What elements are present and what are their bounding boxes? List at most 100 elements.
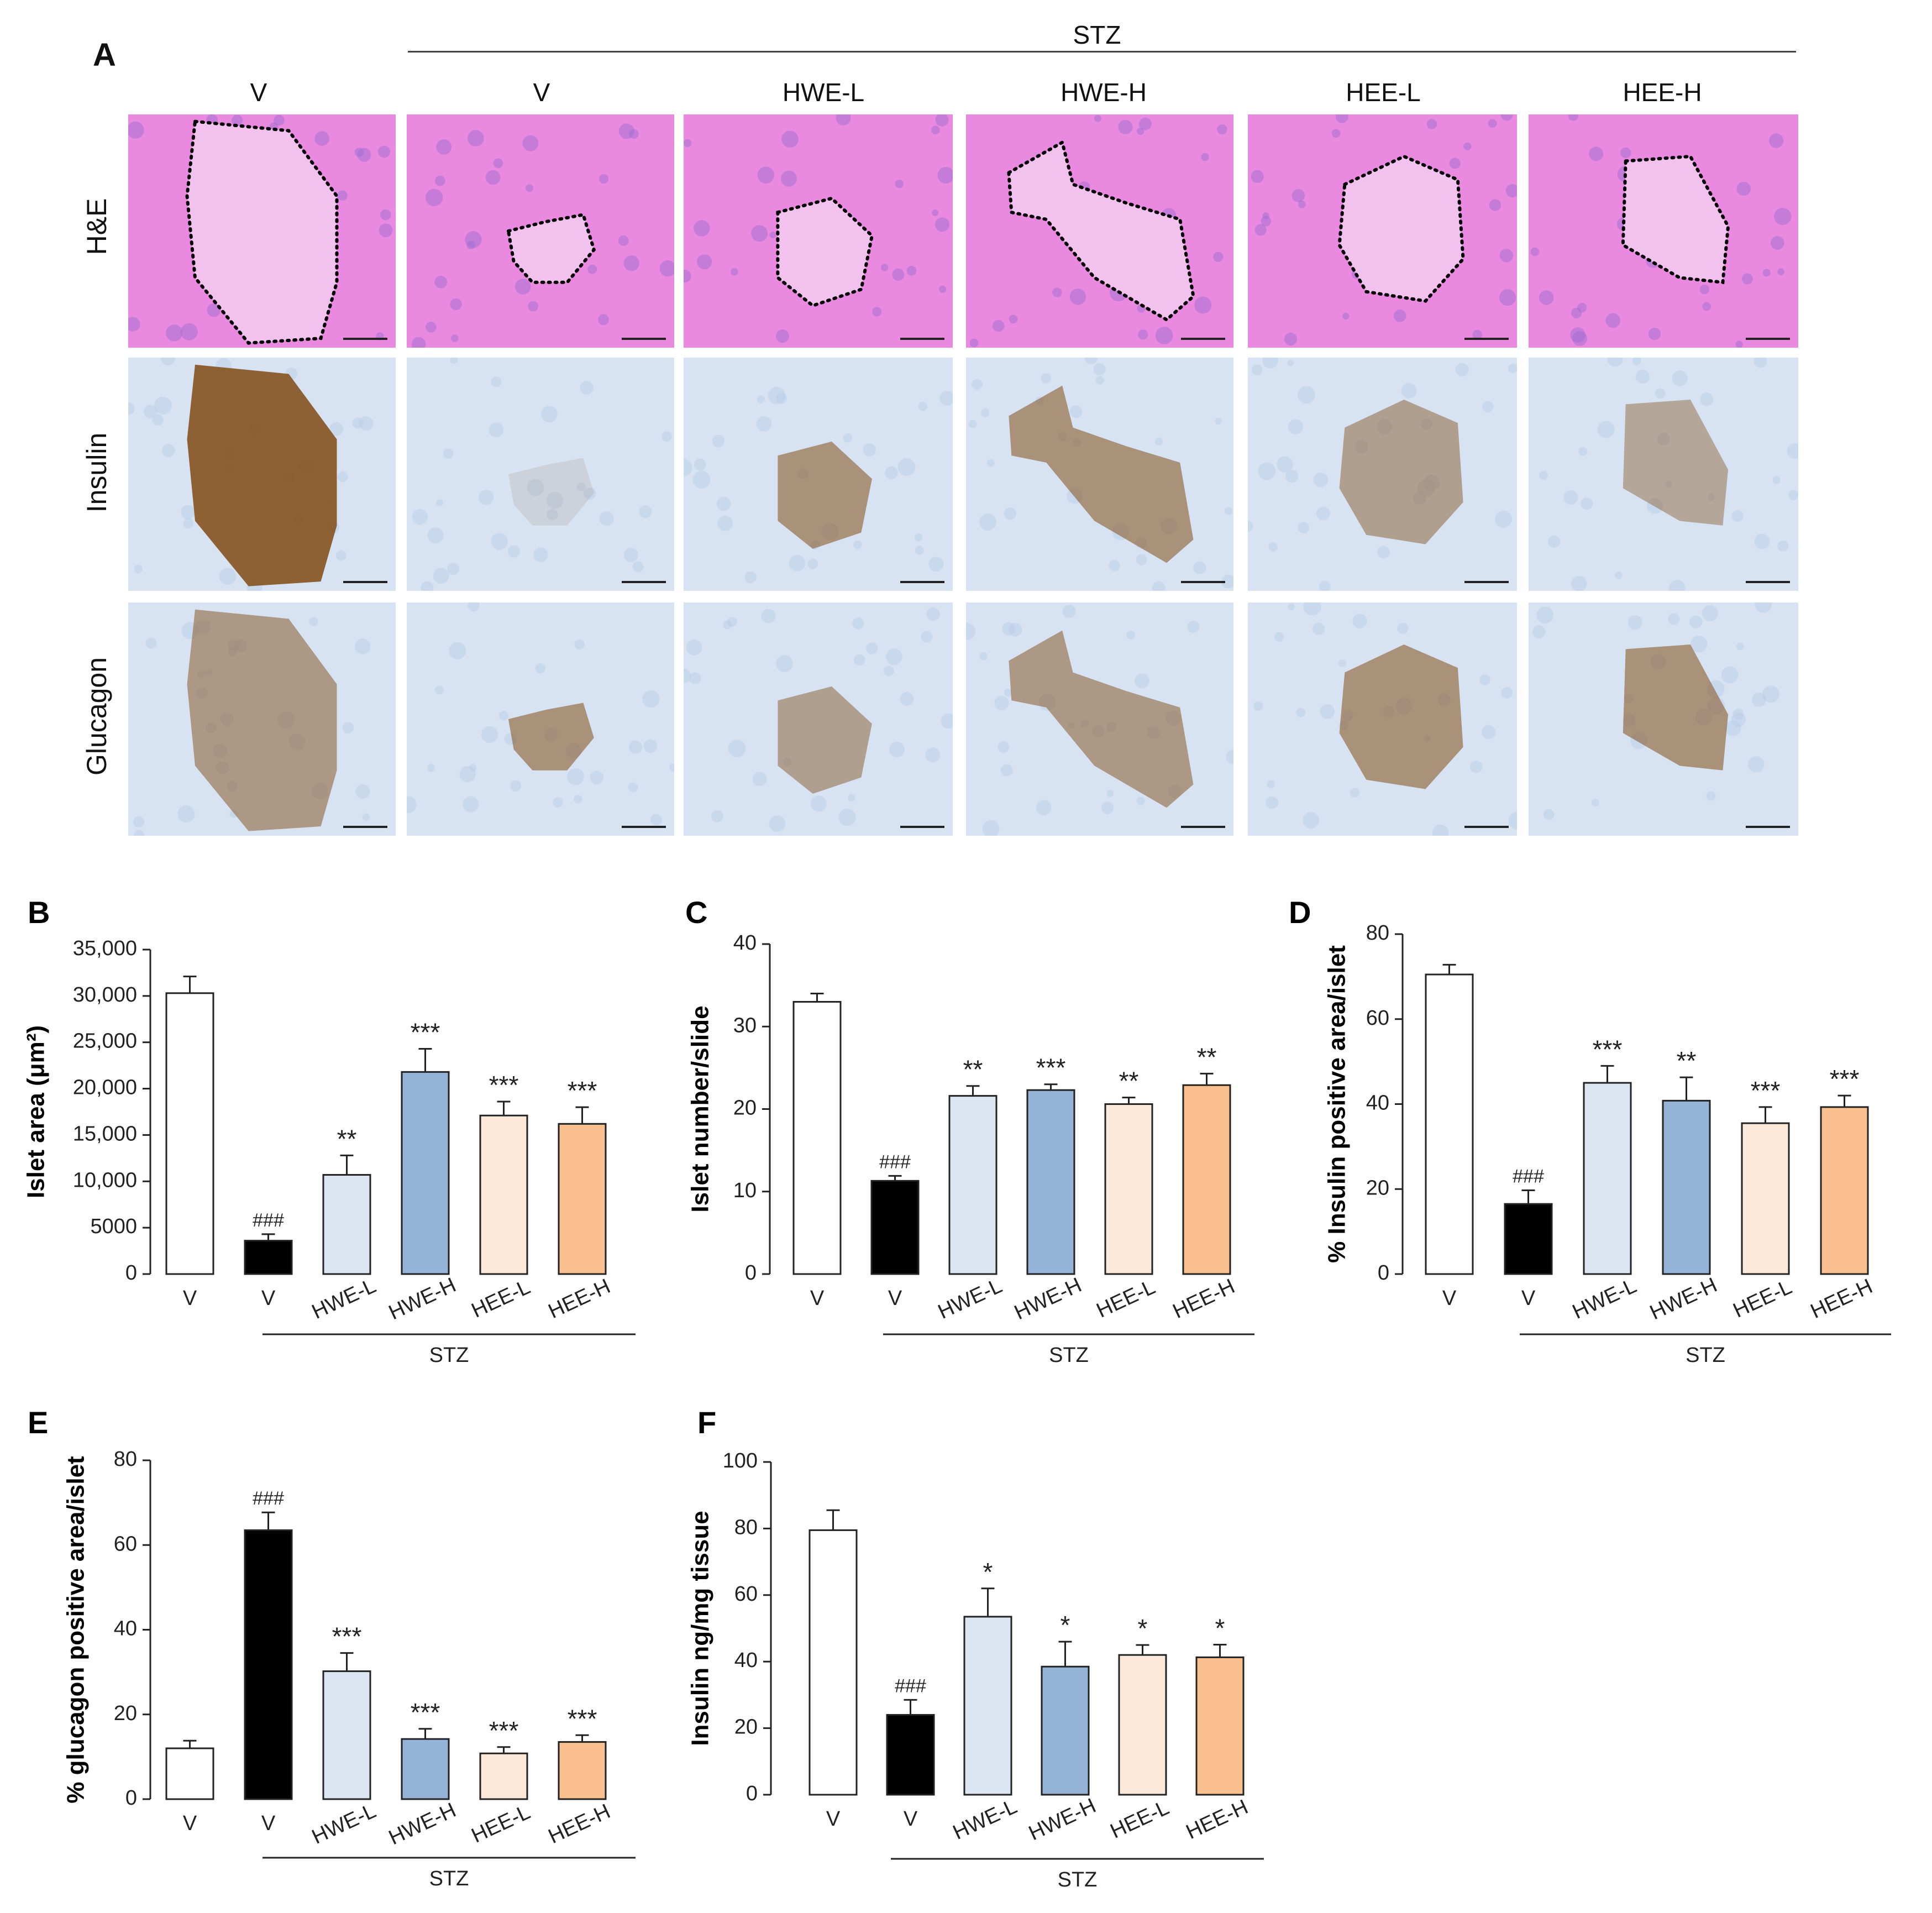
chart-f-bar-v-normal — [809, 1529, 858, 1796]
micrograph-he-hwe-l — [684, 114, 953, 348]
chart-d-bar-hwe-h-stz — [1662, 1099, 1711, 1275]
chart-b-bar-hwe-h-stz — [401, 1071, 450, 1275]
chart-d-significance-label: ### — [1513, 1166, 1544, 1187]
chart-c-bar-hee-h-stz — [1182, 1084, 1231, 1275]
chart-e-significance-label: *** — [411, 1698, 440, 1727]
chart-b-bar-hwe-l-stz — [322, 1174, 371, 1275]
chart-d-significance-label: *** — [1751, 1076, 1781, 1105]
chart-f-panel-letter: F — [697, 1405, 716, 1440]
chart-e-significance-label: ### — [253, 1488, 284, 1509]
chart-d-y-tick-label: 0 — [1378, 1261, 1389, 1285]
chart-e-significance-label: *** — [568, 1704, 597, 1733]
column-label-v-normal: V — [250, 78, 267, 107]
chart-f-significance-label: * — [1060, 1611, 1070, 1639]
chart-f-y-tick-label: 0 — [746, 1782, 758, 1805]
chart-f-y-axis-label: Insulin ng/mg tissue — [687, 1511, 714, 1746]
chart-c-y-tick-label: 20 — [733, 1097, 757, 1120]
chart-d-x-tick-label: HEE-L — [1730, 1275, 1796, 1322]
chart-d-x-tick-label: HEE-H — [1807, 1275, 1876, 1323]
chart-c-y-tick-label: 0 — [745, 1261, 757, 1285]
chart-e-x-tick-label: V — [261, 1812, 276, 1835]
chart-d-y-axis-label: % Insulin positive area/islet — [1324, 945, 1351, 1263]
chart-c-panel-letter: C — [685, 895, 707, 930]
chart-f-x-tick-label: HWE-H — [1025, 1794, 1099, 1845]
chart-c-bar-hee-l-stz — [1104, 1103, 1153, 1275]
chart-c-significance-label: ** — [1119, 1067, 1139, 1096]
chart-f-bar-hwe-h-stz — [1041, 1665, 1090, 1796]
chart-d-y-tick-label: 20 — [1366, 1176, 1389, 1199]
chart-d-x-tick-label: HWE-H — [1646, 1273, 1720, 1324]
chart-b-x-tick-label: HEE-L — [468, 1275, 534, 1322]
chart-b-bar-hee-l-stz — [479, 1114, 528, 1275]
chart-d-bar-hee-l-stz — [1741, 1122, 1790, 1275]
chart-e-significance-label: *** — [489, 1716, 519, 1745]
micrograph-he-hee-h — [1529, 114, 1798, 348]
micrograph-he-hee-l — [1248, 114, 1517, 348]
column-label-hee-h: HEE-H — [1623, 78, 1702, 107]
chart-b-panel-letter: B — [28, 895, 50, 930]
chart-d-bar-v-normal — [1425, 973, 1474, 1275]
chart-d-y-tick-label: 40 — [1366, 1092, 1389, 1115]
chart-b-stz-group-label: STZ — [429, 1344, 469, 1367]
chart-b-y-tick-label: 30,000 — [73, 983, 137, 1007]
chart-e-x-tick-label: HEE-H — [545, 1800, 614, 1848]
chart-d-bar-hee-h-stz — [1820, 1106, 1869, 1275]
chart-b-significance-label: *** — [568, 1076, 597, 1105]
chart-d-y-tick-label: 60 — [1366, 1007, 1389, 1030]
chart-c-bar-hwe-h-stz — [1026, 1089, 1075, 1275]
chart-f-y-tick-label: 40 — [734, 1649, 758, 1672]
chart-f-x-tick-label: HEE-H — [1183, 1795, 1252, 1844]
chart-c-significance-label: *** — [1036, 1054, 1066, 1082]
chart-b-bar-v-normal — [165, 992, 214, 1275]
chart-f-x-tick-label: V — [826, 1807, 841, 1831]
micrograph-he-hwe-h — [966, 114, 1233, 348]
panel-letter-a: A — [93, 37, 116, 73]
chart-f-x-tick-label: HEE-L — [1107, 1796, 1173, 1843]
chart-e-panel-letter: E — [28, 1405, 48, 1440]
chart-b-y-tick-label: 0 — [125, 1261, 137, 1285]
chart-c-significance-label: ### — [879, 1151, 911, 1172]
chart-c-y-axis-label: Islet number/slide — [687, 1005, 714, 1212]
chart-b-y-axis-label: Islet area (μm²) — [23, 1025, 50, 1198]
micrograph-insulin-hwe-h — [966, 358, 1233, 591]
chart-e-bar-hee-l-stz — [479, 1752, 528, 1800]
chart-c-x-tick-label: HWE-L — [935, 1274, 1006, 1324]
chart-b-bar-v-stz — [244, 1240, 293, 1275]
chart-b-bar-hee-h-stz — [558, 1123, 607, 1275]
chart-d-y-tick-label: 80 — [1366, 921, 1389, 945]
chart-d-significance-label: *** — [1593, 1035, 1623, 1063]
chart-e-y-tick-label: 80 — [114, 1448, 137, 1471]
chart-f-x-tick-label: HWE-L — [949, 1795, 1021, 1844]
chart-e-stz-group-label: STZ — [429, 1867, 469, 1890]
chart-d-significance-label: ** — [1677, 1046, 1697, 1075]
chart-c-stz-group-label: STZ — [1049, 1344, 1089, 1367]
chart-f-bar-v-stz — [886, 1714, 935, 1796]
column-label-v-stz: V — [533, 78, 550, 107]
stz-label-top: STZ — [1073, 20, 1121, 49]
chart-d-significance-label: *** — [1830, 1065, 1860, 1093]
chart-c-x-tick-label: HWE-H — [1011, 1273, 1085, 1324]
chart-e-x-tick-label: HEE-L — [468, 1800, 534, 1847]
chart-e-y-tick-label: 40 — [114, 1617, 137, 1641]
chart-e-y-axis-label: % glucagon positive area/islet — [62, 1456, 90, 1804]
chart-e-bar-v-normal — [165, 1747, 214, 1800]
chart-c-bar-v-normal — [792, 1000, 842, 1275]
chart-b-y-tick-label: 10,000 — [73, 1168, 137, 1192]
chart-b-x-tick-label: HWE-H — [385, 1273, 459, 1324]
chart-b-x-tick-label: HWE-L — [308, 1274, 380, 1324]
chart-c-x-tick-label: V — [810, 1287, 825, 1310]
chart-f-bar-hee-l-stz — [1118, 1654, 1167, 1796]
chart-f-y-tick-label: 20 — [734, 1716, 758, 1739]
column-label-hee-l: HEE-L — [1346, 78, 1421, 107]
chart-f-significance-label: * — [983, 1558, 993, 1586]
micrograph-he-v-stz — [407, 114, 674, 348]
chart-f-y-tick-label: 100 — [723, 1449, 758, 1472]
chart-c-y-tick-label: 30 — [733, 1014, 757, 1037]
chart-b-significance-label: *** — [489, 1071, 519, 1099]
chart-d-x-tick-label: V — [1442, 1287, 1457, 1310]
chart-d-x-tick-label: V — [1521, 1287, 1536, 1310]
chart-e-bar-hee-h-stz — [558, 1741, 607, 1800]
micrograph-glucagon-hee-h — [1529, 602, 1798, 836]
chart-c-x-tick-label: HEE-L — [1093, 1275, 1159, 1322]
